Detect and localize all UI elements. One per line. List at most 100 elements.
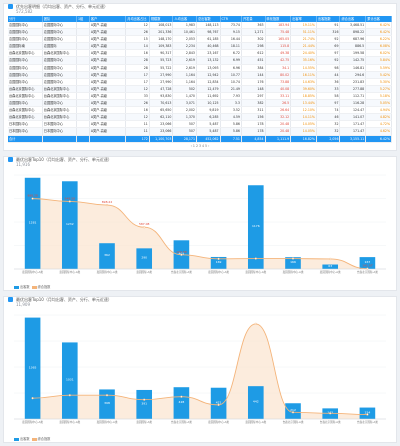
table-cell: A类户-高级 — [89, 49, 127, 58]
bar[interactable] — [210, 256, 227, 269]
bar[interactable] — [99, 389, 115, 419]
column-header[interactable]: CTR — [220, 16, 242, 22]
table-cell: 台森北京国际中心 — [42, 85, 78, 93]
bar[interactable] — [61, 342, 78, 419]
line-point[interactable] — [329, 257, 332, 261]
table-row[interactable]: 嘉园国际中心 嘉园国际中心 A类户-高级 17 27,990 1,164 12,834 10.… — [8, 78, 392, 86]
column-header[interactable]: 规模数 — [149, 16, 174, 22]
table-subtitle: 572,582 — [16, 9, 33, 14]
line-point[interactable] — [31, 397, 34, 400]
column-header[interactable]: 分行 — [8, 16, 43, 22]
bar[interactable] — [285, 257, 301, 269]
column-header[interactable]: 团队 — [42, 16, 78, 22]
column-header[interactable]: 开发量 — [241, 16, 266, 22]
table-row[interactable]: 台森北京国际中心 台森北京国际中心 A类户-高级 12 62,110 1,370 6,285… — [8, 113, 392, 122]
table-row[interactable]: 日本国际中心 日本国际中心 A类户-高级 11 23,066 507 5,487 5.86 17… — [8, 120, 392, 129]
line-point[interactable] — [254, 257, 257, 260]
table-cell — [76, 120, 90, 129]
table-cell: 2,053 — [172, 35, 197, 44]
bar[interactable] — [173, 387, 190, 419]
line-point[interactable] — [105, 203, 109, 207]
table-row[interactable]: 嘉园国际中心 嘉园国际中心 A类户-高级 26 201,336 10,461 98,767 9… — [8, 28, 392, 37]
table-row[interactable]: 嘉园国际中心 嘉园国际中心 A类户-高级 26 70,613 3,071 10,125 3.3… — [8, 99, 392, 108]
table-row[interactable]: 日本国际中心 日本国际中心 A类户-高级 11 23,066 507 5,487 5.86 17… — [8, 127, 392, 136]
bar[interactable] — [210, 387, 227, 419]
table-row[interactable]: 嘉园国际中心 嘉园国际中心 A类户-高级 15 148,170 2,053 61,185 16… — [8, 35, 392, 44]
column-header[interactable]: 转化指数 — [265, 16, 292, 22]
table-cell: 16 — [125, 49, 150, 58]
table-cell: 嘉园国际中心 — [8, 78, 43, 86]
bar[interactable] — [247, 386, 264, 419]
table-cell: 55,722 — [149, 64, 174, 72]
line-point[interactable] — [291, 411, 295, 414]
table-cell: 6.08% — [365, 42, 392, 51]
column-header[interactable]: 人均出客 — [172, 16, 197, 22]
bar[interactable] — [359, 257, 376, 269]
table-cell: 141.07 — [339, 113, 367, 122]
table-cell: 452,062 — [196, 135, 221, 143]
table-row[interactable]: 台森北京国际中心 台森北京国际中心 A类户-高级 16 65,650 2,002 9,819… — [8, 106, 392, 115]
line-point[interactable] — [31, 197, 34, 200]
table-cell: 6,285 — [196, 113, 221, 122]
table-row[interactable]: 嘉园国际中心 嘉园国际中心 A类户-高级 28 55,722 2,619 13,093 6.9… — [8, 64, 392, 72]
table-row[interactable]: 台森北京国际中心 台森北京国际中心 A类户-高级 16 90,317 2,843 23,16… — [8, 49, 392, 58]
table-row[interactable]: 台森北京国际中心 台森北京国际中心 A类户-高级 33 93,830 1,470 11,69… — [8, 92, 392, 101]
table-cell: 嘉园国际中心 — [42, 64, 78, 72]
line-point[interactable] — [143, 226, 146, 229]
column-header[interactable]: 综合出客 — [339, 16, 367, 22]
column-header[interactable]: 累计出客 — [365, 16, 392, 22]
table-cell — [76, 22, 90, 30]
pagination[interactable]: ‹ 1 2 3 4 5 › — [190, 143, 210, 148]
line-point[interactable] — [366, 413, 369, 416]
line-point[interactable] — [68, 200, 71, 203]
column-header[interactable]: 出客率 — [290, 16, 317, 22]
table-cell: 10.74 — [220, 78, 242, 86]
table-cell: 4,854 — [241, 135, 266, 143]
line-point[interactable] — [366, 267, 369, 270]
table-cell: 台森北京国际中心 — [42, 49, 78, 58]
table-cell: 109,383 — [149, 42, 174, 51]
line-point[interactable] — [180, 253, 183, 256]
chart2-svg: 1365 嘉园国际中心-A类 1031 嘉园国际中心-A类 398 嘉园国际中心-A类 39… — [14, 314, 386, 424]
table-row[interactable]: 嘉园国际中心 嘉园国际中心 A类户-高级 12 108,013 1,983 148,113 7… — [8, 22, 392, 30]
line-point[interactable] — [180, 395, 183, 398]
table-cell: 178 — [241, 120, 266, 129]
column-header[interactable]: 出客指数 — [316, 16, 341, 22]
line-point[interactable] — [143, 398, 146, 401]
column-header[interactable]: 月均出客占比 — [125, 16, 150, 22]
table-cell: 3.52 — [220, 106, 242, 115]
bar[interactable] — [24, 177, 41, 269]
line-point[interactable] — [291, 257, 295, 260]
x-tick-label: 嘉园国际中心-A类 — [22, 270, 43, 274]
bar[interactable] — [24, 317, 41, 419]
bar[interactable] — [322, 264, 339, 269]
table-cell: 日本国际中心 — [42, 127, 78, 136]
table-cell: 5,487 — [196, 127, 221, 136]
bar[interactable] — [99, 243, 115, 269]
bar[interactable] — [247, 185, 264, 269]
table-row[interactable]: 嘉园国际中心 嘉园国际中心 A类户-高级 17 27,990 1,164 12,942 10.… — [8, 71, 392, 79]
line-point[interactable] — [217, 403, 220, 407]
table-row[interactable]: 台森北京国际中心 台森北京国际中心 A类户-高级 12 47,728 502 12,479 2… — [8, 85, 392, 93]
bar[interactable] — [359, 407, 376, 419]
bar[interactable] — [136, 248, 153, 269]
table-cell: 1,271 — [241, 28, 266, 37]
column-header[interactable]: 总出客数 — [196, 16, 221, 22]
table-row[interactable]: 嘉园国际南 嘉园国际 A类户-高级 14 109,383 2,234 40,468 18.11… — [8, 42, 392, 51]
line-point[interactable] — [105, 394, 109, 397]
bar[interactable] — [285, 403, 301, 419]
column-header[interactable]: 1组 — [76, 16, 90, 22]
table-cell: 4.82% — [365, 113, 392, 122]
line-point[interactable] — [217, 257, 220, 260]
bar[interactable] — [61, 181, 78, 269]
line-point[interactable] — [329, 412, 332, 415]
bar[interactable] — [136, 389, 153, 419]
table-cell: 16.82% — [290, 135, 317, 143]
table-row[interactable]: 嘉园国际中心 嘉园国际中心 A类户-高级 28 55,723 2,619 13,132 6.9… — [8, 56, 392, 65]
line-point[interactable] — [68, 394, 71, 397]
table-cell: 17 — [125, 71, 150, 79]
column-header[interactable]: 客户 — [89, 16, 127, 22]
x-tick-label: 台森北京国际-A类 — [283, 420, 304, 424]
total-row[interactable]: 合计 172 1,100,703 28,171 452,062 7.51 4,854 1,11… — [8, 135, 392, 143]
line-point[interactable] — [254, 322, 257, 326]
